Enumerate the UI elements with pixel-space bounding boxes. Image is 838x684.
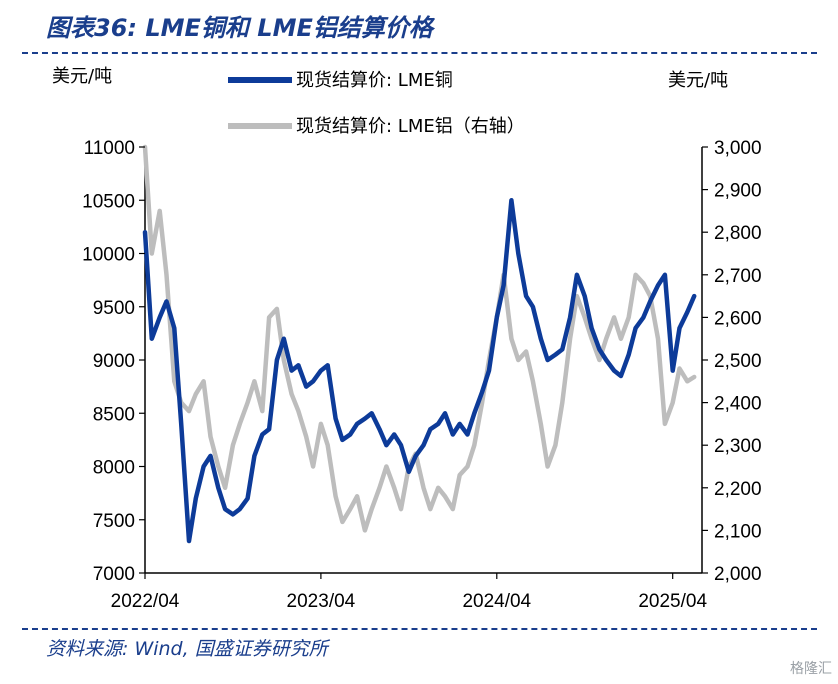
- y-right-tick-label: 2,000: [714, 564, 762, 585]
- y-left-tick-label: 8500: [93, 404, 135, 425]
- y-right-axis-label: 美元/吨: [668, 70, 728, 91]
- legend: 现货结算价: LME铜 现货结算价: LME铝（右轴）: [228, 70, 525, 137]
- x-tick-label: 2024/04: [462, 591, 531, 612]
- y-left-tick-label: 11000: [84, 138, 135, 159]
- x-tick-label: 2023/04: [287, 591, 356, 612]
- y-left-tick-label: 7500: [93, 511, 135, 532]
- y-right-tick-label: 2,700: [714, 266, 762, 287]
- y-left-axis-label: 美元/吨: [52, 66, 112, 87]
- legend-label-aluminum: 现货结算价: LME铝（右轴）: [296, 116, 525, 137]
- bottom-divider: [22, 628, 817, 630]
- y-right-tick-label: 3,000: [714, 138, 762, 159]
- y-right-tick-label: 2,200: [714, 479, 762, 500]
- source-note: 资料来源: Wind, 国盛证券研究所: [46, 638, 328, 660]
- y-right-tick-label: 2,300: [714, 436, 762, 457]
- watermark-logo: 格隆汇: [790, 661, 832, 677]
- y-right-tick-label: 2,900: [714, 181, 762, 202]
- y-left-tick-label: 10500: [82, 191, 135, 212]
- series-layer: [142, 144, 697, 544]
- y-left-tick-label: 9500: [93, 298, 135, 319]
- series-line-copper: [142, 198, 697, 544]
- y-right-tick-label: 2,500: [714, 351, 762, 372]
- x-tick-label: 2022/04: [111, 591, 180, 612]
- y-right-tick-label: 2,400: [714, 394, 762, 415]
- y-left-tick-label: 8000: [93, 458, 135, 479]
- top-divider: [22, 52, 817, 54]
- figure-title: 图表36: LME铜和 LME铝结算价格: [46, 14, 433, 42]
- series-line-aluminum: [142, 144, 697, 533]
- y-left-tick-label: 9000: [93, 351, 135, 372]
- y-right-tick-label: 2,600: [714, 308, 762, 329]
- y-right-tick-label: 2,800: [714, 223, 762, 244]
- legend-label-copper: 现货结算价: LME铜: [296, 70, 453, 91]
- y-right-tick-label: 2,100: [714, 521, 762, 542]
- y-left-tick-label: 7000: [93, 564, 135, 585]
- y-left-tick-label: 10000: [82, 245, 135, 266]
- ticks-layer: 11000 10500 10000 9500 9000 8500 8000 7500 7000 3…: [82, 138, 761, 612]
- x-tick-label: 2025/04: [638, 591, 707, 612]
